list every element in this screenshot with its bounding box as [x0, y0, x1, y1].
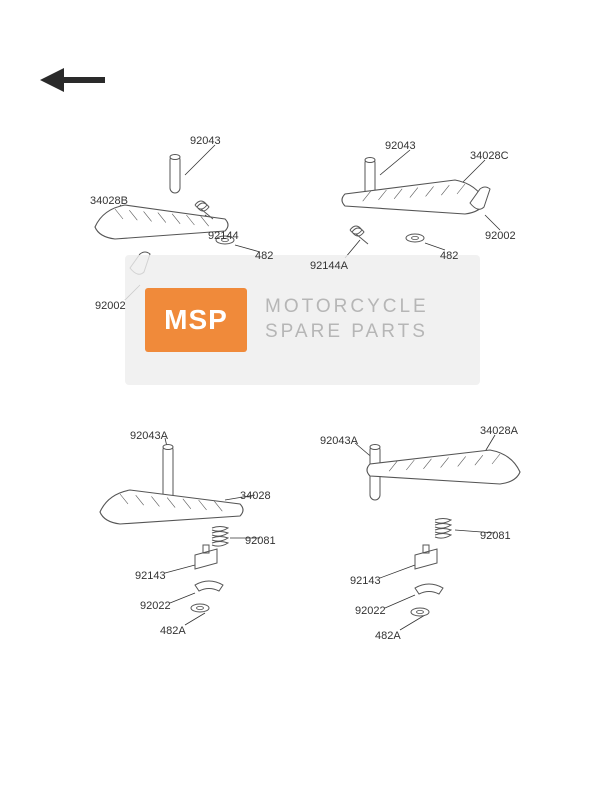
- part-label: 482A: [160, 625, 186, 637]
- part-label: 92022: [140, 600, 171, 612]
- part-label: 92144A: [310, 260, 348, 272]
- watermark-badge-text: MSP: [164, 304, 228, 336]
- watermark: MSP MOTORCYCLE SPARE PARTS: [125, 255, 480, 385]
- diagram-container: { "canvas": { "width": 600, "height": 78…: [0, 0, 600, 785]
- part-label: 92081: [245, 535, 276, 547]
- part-label: 92022: [355, 605, 386, 617]
- part-label: 92081: [480, 530, 511, 542]
- part-label: 482: [255, 250, 273, 262]
- watermark-text: MOTORCYCLE SPARE PARTS: [265, 295, 429, 344]
- watermark-line2: SPARE PARTS: [265, 320, 429, 345]
- watermark-line1: MOTORCYCLE: [265, 295, 429, 320]
- part-label: 34028C: [470, 150, 509, 162]
- part-label: 482: [440, 250, 458, 262]
- part-label: 92043A: [130, 430, 168, 442]
- parts-layer: [0, 0, 600, 785]
- part-label: 34028: [240, 490, 271, 502]
- part-label: 92002: [485, 230, 516, 242]
- part-label: 92043A: [320, 435, 358, 447]
- part-label: 92043: [190, 135, 221, 147]
- part-label: 92144: [208, 230, 239, 242]
- watermark-badge: MSP: [145, 288, 247, 352]
- part-label: 92143: [135, 570, 166, 582]
- part-label: 92002: [95, 300, 126, 312]
- part-label: 34028B: [90, 195, 128, 207]
- part-label: 92043: [385, 140, 416, 152]
- part-label: 92143: [350, 575, 381, 587]
- part-label: 34028A: [480, 425, 518, 437]
- part-label: 482A: [375, 630, 401, 642]
